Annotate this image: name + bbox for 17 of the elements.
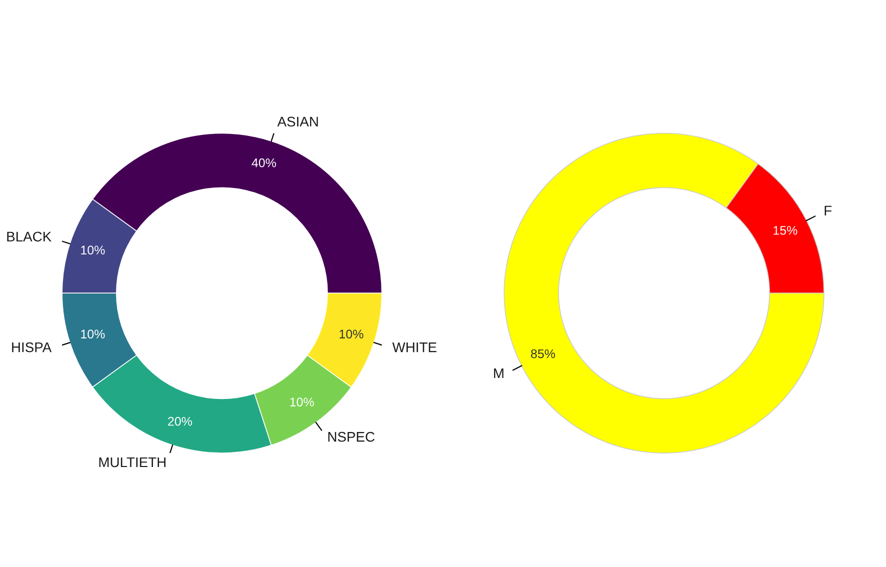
slice-label: M [494, 368, 504, 378]
data-label: 20% [168, 416, 192, 426]
slice-label: NSPEC [328, 432, 375, 442]
data-label: 15% [774, 226, 798, 235]
data-label: 85% [530, 349, 556, 358]
slice-label: WHITE [392, 342, 436, 352]
data-label: 40% [252, 158, 276, 168]
data-label: 10% [81, 246, 105, 254]
slice-label: F [824, 206, 832, 216]
slice-label: ASIAN [277, 116, 318, 127]
data-label: 10% [290, 398, 314, 406]
data-label: 10% [340, 330, 364, 338]
data-label: 10% [81, 330, 105, 338]
slice-label: MULTIETH [99, 457, 166, 468]
slice-label: BLACK [7, 232, 52, 242]
slice-label: HISPA [12, 342, 52, 352]
donut-slice [504, 132, 824, 454]
